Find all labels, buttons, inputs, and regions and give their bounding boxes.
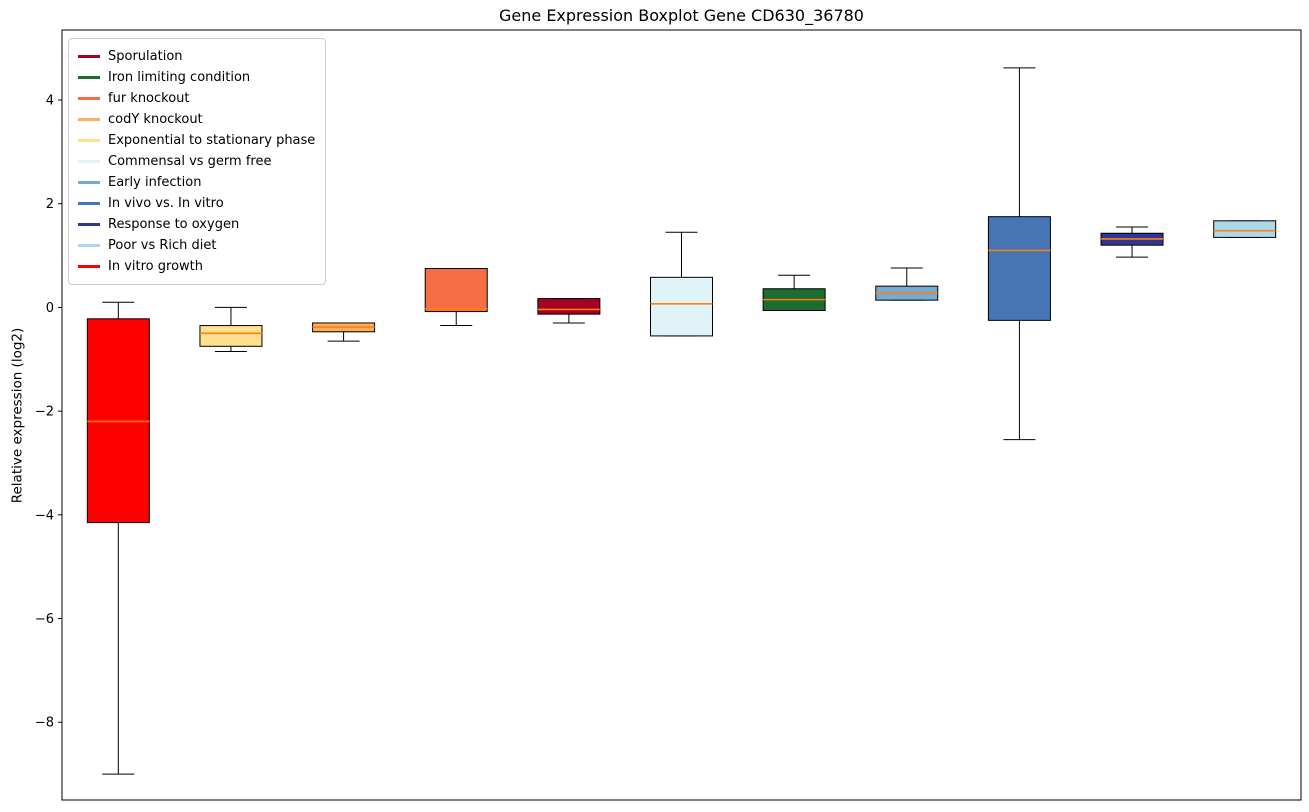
legend-item: Exponential to stationary phase xyxy=(78,130,315,151)
legend-swatch xyxy=(78,202,100,205)
legend-item: Early infection xyxy=(78,172,315,193)
y-tick-label: 2 xyxy=(46,197,54,212)
legend-label: fur knockout xyxy=(108,91,190,106)
legend-label: codY knockout xyxy=(108,112,203,127)
legend-item: Commensal vs germ free xyxy=(78,151,315,172)
y-tick-label: 4 xyxy=(46,94,54,109)
legend-item: Poor vs Rich diet xyxy=(78,235,315,256)
legend-label: Response to oxygen xyxy=(108,217,240,232)
legend-item: In vitro growth xyxy=(78,256,315,277)
legend-item: Iron limiting condition xyxy=(78,67,315,88)
legend-swatch xyxy=(78,223,100,226)
legend-label: Poor vs Rich diet xyxy=(108,238,217,253)
legend-item: codY knockout xyxy=(78,109,315,130)
legend-label: In vivo vs. In vitro xyxy=(108,196,224,211)
box-8 xyxy=(987,216,1051,321)
legend-item: In vivo vs. In vitro xyxy=(78,193,315,214)
legend-label: Early infection xyxy=(108,175,202,190)
legend-swatch xyxy=(78,244,100,247)
legend-swatch xyxy=(78,55,100,58)
legend-swatch xyxy=(78,118,100,121)
legend-swatch xyxy=(78,76,100,79)
box-4 xyxy=(537,298,601,315)
legend-label: Iron limiting condition xyxy=(108,70,251,85)
y-tick-label: −8 xyxy=(35,716,54,731)
box-5 xyxy=(650,276,713,337)
box-3 xyxy=(424,268,488,313)
box-1 xyxy=(199,325,263,347)
plot-frame xyxy=(61,29,1302,801)
legend-item: fur knockout xyxy=(78,88,315,109)
legend-swatch xyxy=(78,139,100,142)
legend-label: In vitro growth xyxy=(108,259,203,274)
legend-swatch xyxy=(78,160,100,163)
y-tick-label: −2 xyxy=(35,405,54,420)
legend-label: Commensal vs germ free xyxy=(108,154,272,169)
legend-label: Exponential to stationary phase xyxy=(108,133,316,148)
chart-title: Gene Expression Boxplot Gene CD630_36780 xyxy=(499,6,864,25)
legend-item: Response to oxygen xyxy=(78,214,315,235)
legend-label: Sporulation xyxy=(108,49,183,64)
y-tick-label: −6 xyxy=(35,612,54,627)
legend-swatch xyxy=(78,181,100,184)
legend-swatch xyxy=(78,265,100,268)
box-10 xyxy=(1213,220,1277,238)
y-tick-label: 0 xyxy=(46,301,54,316)
legend-swatch xyxy=(78,97,100,100)
y-tick-label: −4 xyxy=(35,508,54,523)
legend: Sporulation Iron limiting condition fur kn… xyxy=(68,38,327,285)
legend-item: Sporulation xyxy=(78,46,315,67)
